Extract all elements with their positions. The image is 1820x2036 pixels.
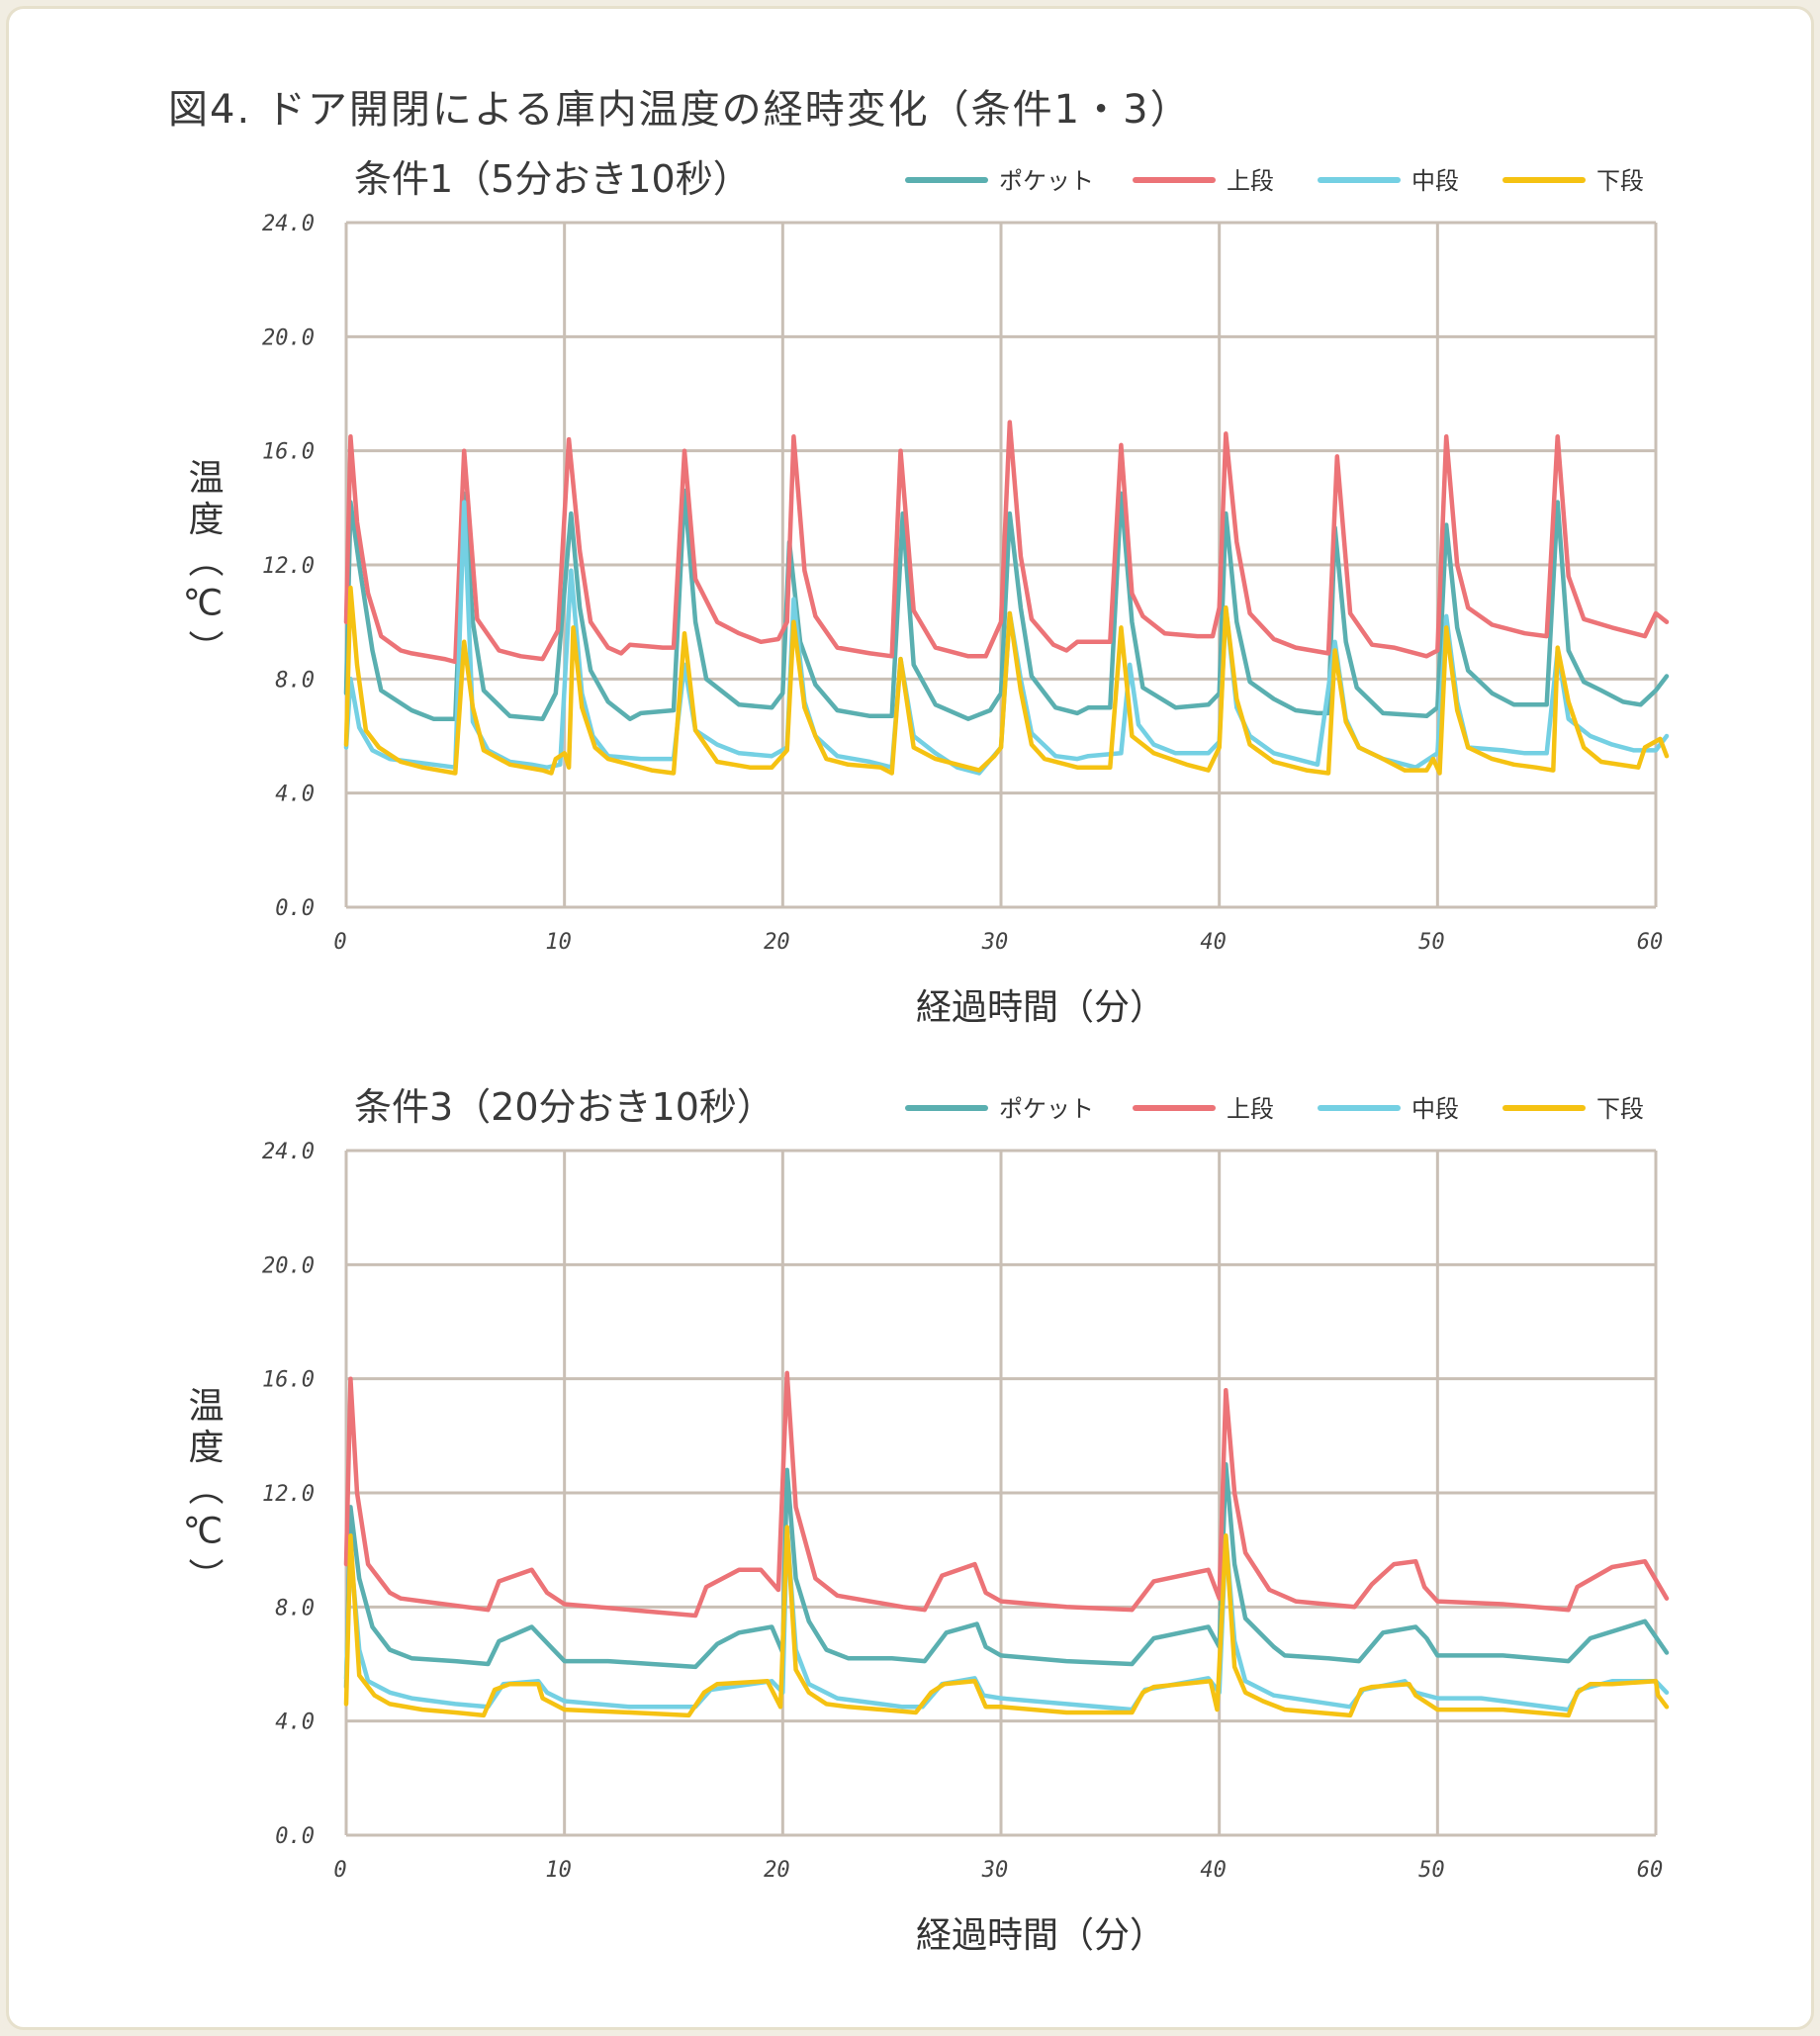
series-line-pocket	[343, 1461, 1670, 1690]
legend-label-middle: 中段	[1411, 167, 1459, 195]
series-line-lower	[343, 1525, 1670, 1718]
y-tick-label: 4.0	[275, 783, 315, 807]
x-tick-label: 50	[1418, 930, 1445, 955]
y-tick-label: 12.0	[262, 1482, 315, 1507]
y-tick-label: 0.0	[275, 896, 315, 921]
legend-label-middle: 中段	[1411, 1095, 1459, 1123]
y-tick-label: 8.0	[275, 1596, 315, 1620]
series-line-upper	[343, 1370, 1670, 1619]
legend-label-upper: 上段	[1227, 1095, 1274, 1123]
y-tick-label: 20.0	[262, 325, 315, 350]
y-tick-label: 0.0	[275, 1824, 315, 1849]
legend-label-lower: 下段	[1596, 1095, 1644, 1123]
y-tick-label: 24.0	[262, 212, 315, 236]
x-tick-label: 0	[333, 1858, 346, 1883]
x-tick-label: 60	[1637, 1858, 1664, 1883]
y-tick-label: 8.0	[275, 668, 315, 693]
x-tick-label: 50	[1418, 1858, 1445, 1883]
x-tick-label: 10	[545, 930, 572, 955]
y-tick-label: 4.0	[275, 1711, 315, 1735]
chart-subtitle: 条件3（20分おき10秒）	[354, 1085, 774, 1129]
series-line-lower	[343, 585, 1670, 776]
figure-card	[6, 6, 1814, 2030]
x-tick-label: 40	[1200, 930, 1227, 955]
x-tick-label: 30	[981, 930, 1009, 955]
chart-subtitle: 条件1（5分おき10秒）	[354, 157, 751, 201]
legend-label-upper: 上段	[1227, 167, 1274, 195]
y-tick-label: 16.0	[262, 440, 315, 465]
y-tick-label: 20.0	[262, 1253, 315, 1278]
y-axis-label: 温度（℃）	[183, 1387, 225, 1600]
chart-condition-3: 0.0 4.0 8.0 12.0 16.0 20.0 24.0 0 10 20 30 40 50 60 条件…	[183, 1085, 1670, 1956]
y-tick-label: 12.0	[262, 554, 315, 579]
x-axis-label: 経過時間（分）	[916, 1915, 1165, 1956]
legend-label-pocket: ポケット	[999, 1095, 1094, 1123]
y-axis-label: 温度（℃）	[183, 459, 225, 672]
y-tick-label: 24.0	[262, 1140, 315, 1164]
x-tick-label: 0	[333, 930, 346, 955]
x-tick-label: 60	[1637, 930, 1664, 955]
series-line-middle	[343, 1525, 1670, 1712]
x-axis-label: 経過時間（分）	[916, 987, 1165, 1028]
chart-condition-1: 0.0 4.0 8.0 12.0 16.0 20.0 24.0 0 10 20 30 40 50 60 条件…	[183, 157, 1670, 1028]
x-tick-label: 40	[1200, 1858, 1227, 1883]
x-tick-label: 10	[545, 1858, 572, 1883]
legend-label-pocket: ポケット	[999, 167, 1094, 195]
x-tick-label: 20	[764, 1858, 790, 1883]
series-line-upper	[343, 419, 1670, 665]
figure-title: 図4. ドア開閉による庫内温度の経時変化（条件1・3）	[168, 87, 1192, 133]
y-tick-label: 16.0	[262, 1368, 315, 1393]
legend-label-lower: 下段	[1596, 167, 1644, 195]
x-tick-label: 20	[764, 930, 790, 955]
series-line-pocket	[343, 488, 1670, 721]
x-tick-label: 30	[981, 1858, 1009, 1883]
